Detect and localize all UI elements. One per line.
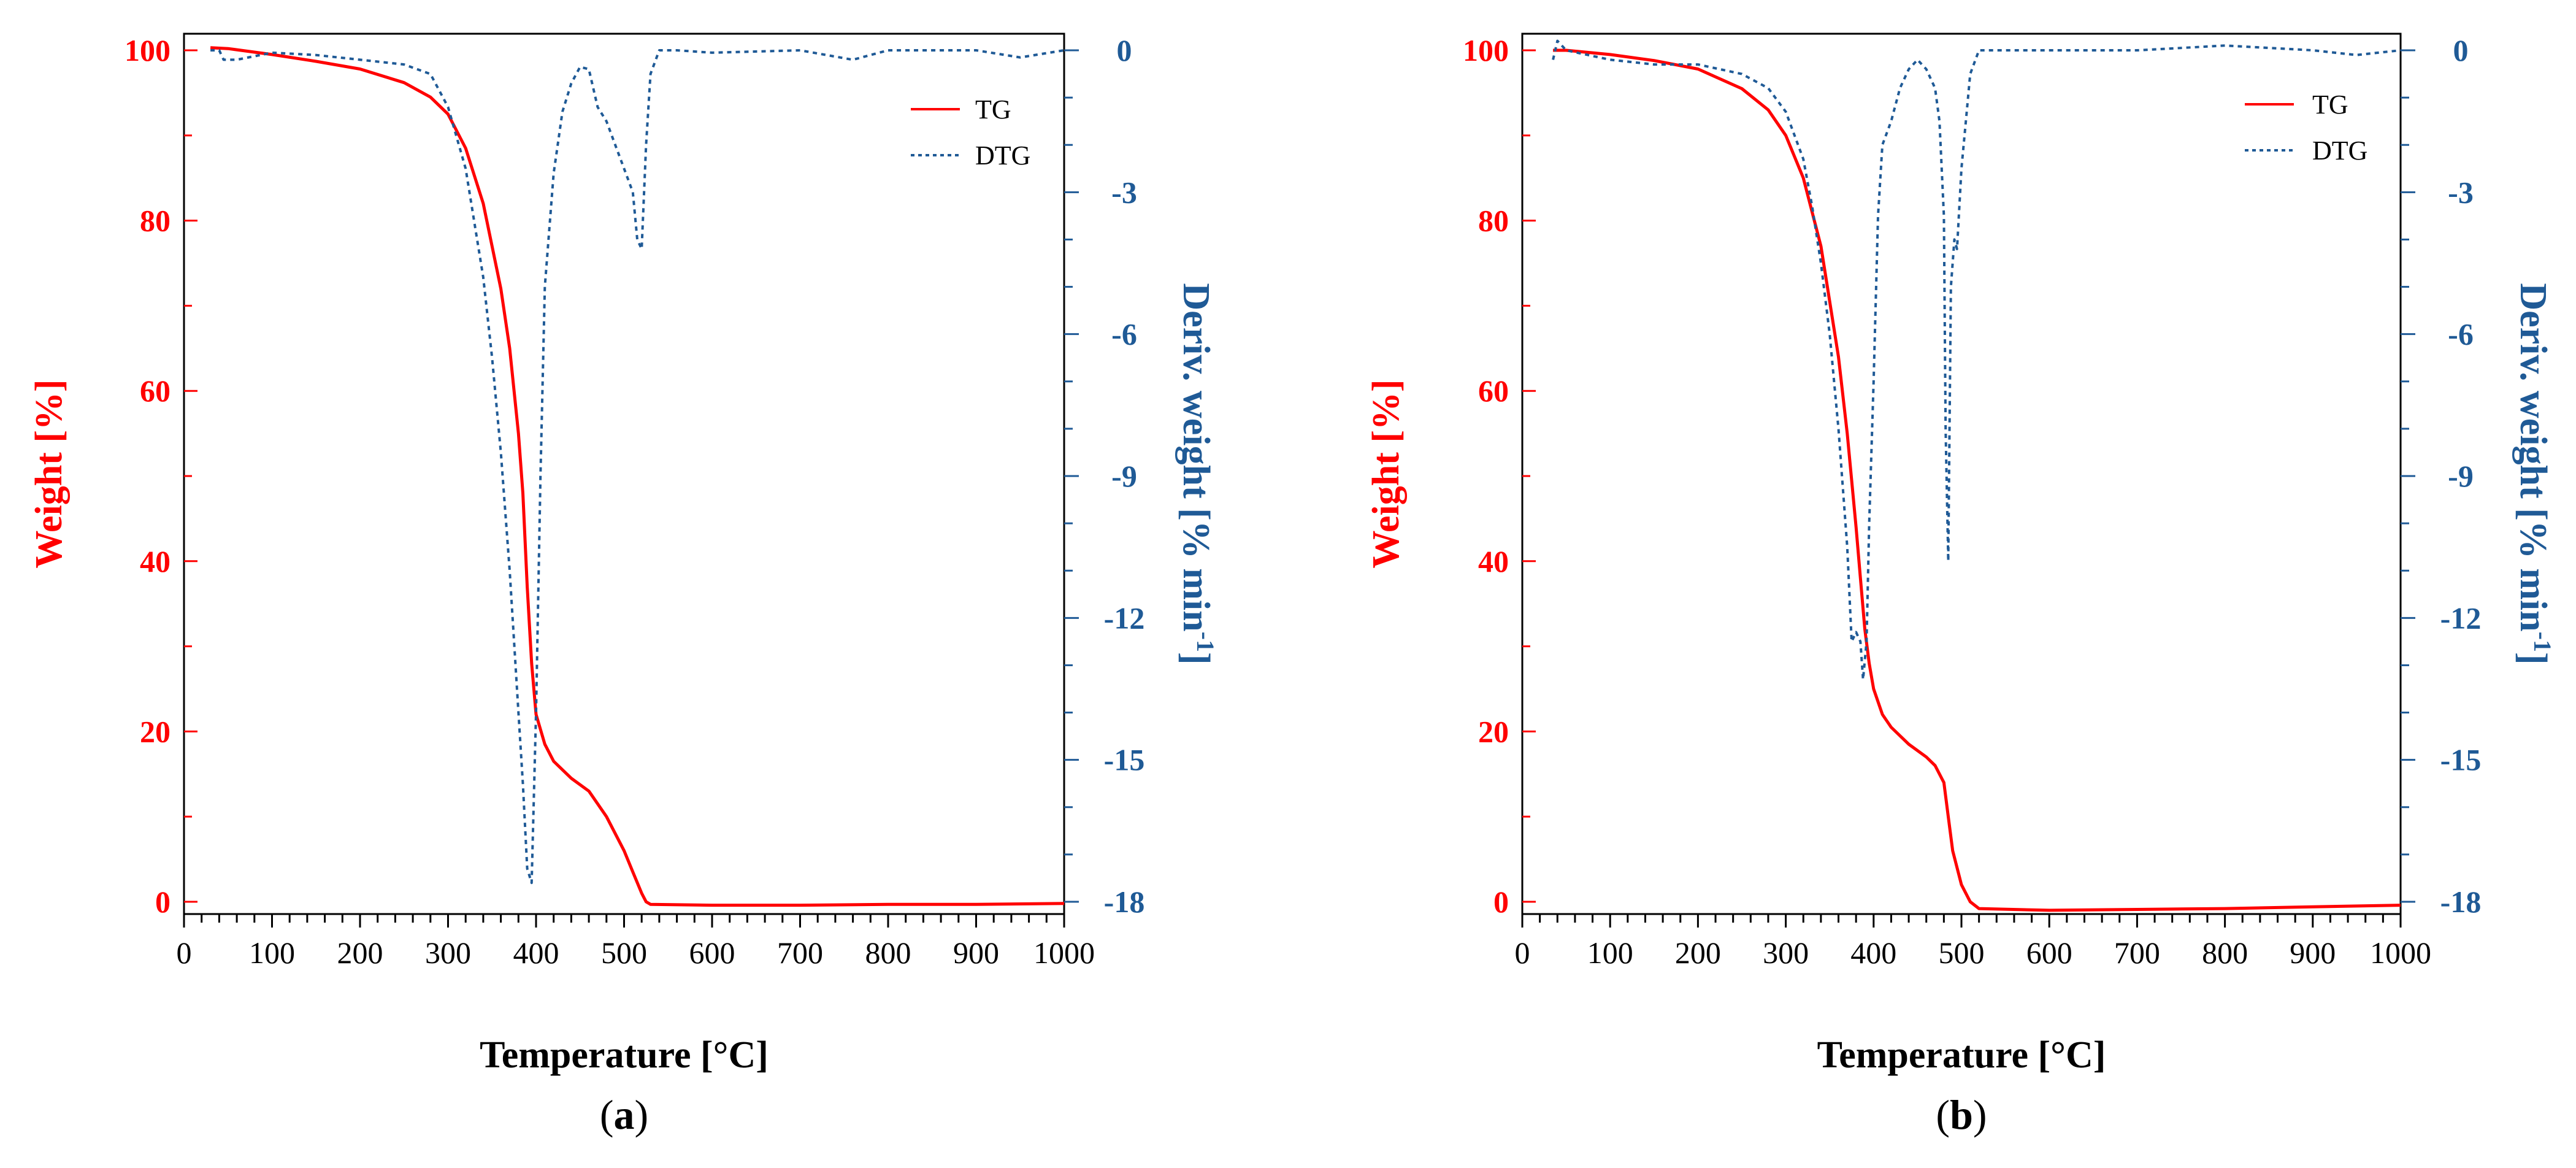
x-tick-label-a: 200 — [337, 936, 383, 970]
y-right-tick-label-a: -15 — [1104, 743, 1145, 777]
y-left-tick-label-b: 80 — [1478, 204, 1509, 238]
legend-a: TG DTG — [911, 94, 1030, 171]
y-right-tick-label-b: -6 — [2448, 317, 2474, 352]
x-tick-label-a: 700 — [777, 936, 823, 970]
y-left-axis-a: 0 20 40 60 80 100 — [125, 33, 197, 919]
y-right-title-end-b: ] — [2512, 652, 2554, 665]
x-tick-label-b: 0 — [1515, 936, 1530, 970]
legend-dtg-label-a: DTG — [975, 140, 1030, 171]
x-tick-label-a: 1000 — [1033, 936, 1095, 970]
y-right-tick-label-a: -12 — [1104, 601, 1145, 635]
legend-tg-label-b: TG — [2312, 90, 2348, 120]
y-left-title-b: Weight [%] — [1365, 379, 1407, 568]
y-left-tick-label-b: 60 — [1478, 374, 1509, 408]
x-tick-label-a: 300 — [425, 936, 471, 970]
chart-panel-a: 0 100 200 300 400 500 600 700 800 900 1000 0204060… — [28, 33, 1220, 1138]
x-tick-label-b: 200 — [1675, 936, 1721, 970]
series-a — [210, 46, 1065, 907]
dtg-line-a — [210, 49, 1065, 885]
y-left-tick-label-b: 0 — [1493, 885, 1509, 919]
y-left-tick-label-a: 80 — [140, 204, 171, 238]
y-right-tick-label-b: -15 — [2440, 743, 2482, 777]
legend-b: TG DTG — [2245, 90, 2367, 166]
x-tick-label-b: 100 — [1587, 936, 1633, 970]
y-right-title-main-b: Deriv. weight [% min — [2512, 283, 2554, 631]
tg-line-a — [210, 46, 1065, 907]
panel-label-b: (b) — [1936, 1091, 1987, 1138]
y-left-axis-b: 0 20 40 60 80 100 — [1463, 33, 1536, 919]
x-tick-label-b: 300 — [1763, 936, 1809, 970]
x-tick-label-b: 500 — [1939, 936, 1985, 970]
x-tick-label-a: 500 — [601, 936, 647, 970]
y-right-title-a: Deriv. weight [% min-1] — [1175, 283, 1220, 664]
y-right-tick-label-b: 0 — [2453, 33, 2469, 67]
y-right-tick-label-a: -18 — [1104, 885, 1145, 919]
y-right-tick-label-a: -9 — [1111, 459, 1137, 493]
legend-tg-label-a: TG — [975, 94, 1011, 125]
x-tick-label-b: 1000 — [2370, 936, 2431, 970]
x-tick-label-a: 100 — [249, 936, 295, 970]
x-tick-label-a: 900 — [953, 936, 999, 970]
x-tick-label-a: 0 — [177, 936, 192, 970]
x-axis-b: 0 100 200 300 400 500 600 700 800 900 1000 — [1515, 914, 2431, 970]
y-right-axis-b: 0 -3 -6 -9 -12 -15 -18 — [2401, 33, 2481, 919]
y-left-tick-label-a: 0 — [155, 885, 171, 919]
tg-line-b — [1553, 48, 2401, 912]
y-right-title-end-a: ] — [1175, 652, 1217, 665]
x-axis-a: 0 100 200 300 400 500 600 700 800 900 1000 — [177, 914, 1095, 970]
y-right-title-sup-a: -1 — [1192, 632, 1220, 652]
x-tick-label-b: 800 — [2202, 936, 2248, 970]
x-tick-label-b: 900 — [2290, 936, 2336, 970]
panel-letter-b: b — [1950, 1091, 1973, 1138]
x-axis-title-b: Temperature [°C] — [1817, 1034, 2106, 1076]
y-left-tick-label-b: 40 — [1478, 544, 1509, 578]
x-tick-label-b: 700 — [2114, 936, 2160, 970]
x-tick-label-a: 800 — [865, 936, 911, 970]
y-left-tick-label-b: 100 — [1463, 33, 1509, 67]
x-tick-label-b: 400 — [1850, 936, 1896, 970]
chart-panel-b: 0 100 200 300 400 500 600 700 800 900 1000 0204060… — [1365, 33, 2557, 1138]
dtg-line-b — [1552, 39, 2401, 681]
y-left-title-a: Weight [%] — [28, 379, 70, 568]
y-left-tick-label-b: 20 — [1478, 714, 1509, 748]
y-right-tick-label-b: -12 — [2440, 601, 2482, 635]
y-right-tick-label-b: -3 — [2448, 175, 2474, 209]
y-right-tick-label-a: 0 — [1117, 33, 1132, 67]
series-b — [1552, 39, 2401, 912]
x-tick-label-a: 400 — [513, 936, 559, 970]
y-left-tick-label-a: 100 — [125, 33, 171, 67]
x-tick-label-b: 600 — [2026, 936, 2072, 970]
y-right-axis-a: 0 -3 -6 -9 -12 -15 -18 — [1064, 33, 1144, 919]
y-right-tick-label-a: -6 — [1111, 317, 1137, 352]
y-left-tick-label-a: 40 — [140, 544, 171, 578]
y-right-tick-label-a: -3 — [1111, 175, 1137, 209]
y-right-tick-label-b: -18 — [2440, 885, 2482, 919]
y-right-title-main-a: Deriv. weight [% min — [1175, 283, 1217, 631]
panel-label-a: (a) — [600, 1091, 648, 1138]
x-axis-title-a: Temperature [°C] — [480, 1034, 769, 1076]
y-right-tick-label-b: -9 — [2448, 459, 2474, 493]
x-tick-label-a: 600 — [689, 936, 735, 970]
y-left-tick-label-a: 60 — [140, 374, 171, 408]
y-left-tick-label-a: 20 — [140, 714, 171, 748]
y-right-title-sup-b: -1 — [2529, 632, 2557, 652]
y-right-title-b: Deriv. weight [% min-1] — [2512, 283, 2557, 664]
plot-frame-a — [183, 33, 1065, 915]
panel-letter-a: a — [614, 1091, 635, 1138]
legend-dtg-label-b: DTG — [2312, 136, 2367, 166]
